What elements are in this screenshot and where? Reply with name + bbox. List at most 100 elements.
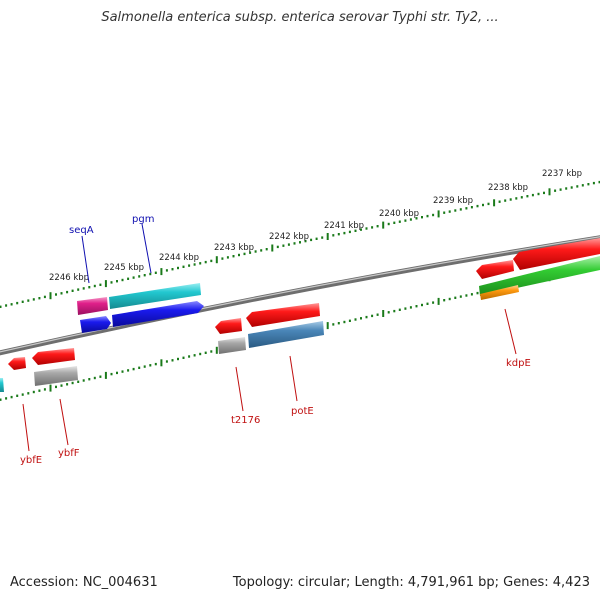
inner-minor-tick [210, 350, 213, 353]
inner-minor-tick [66, 383, 69, 386]
inner-minor-tick [132, 367, 135, 371]
scale-label-2239: 2239 kbp [433, 196, 473, 206]
gene-feature-ybfE[interactable] [8, 357, 26, 370]
gene-feature-blue-2[interactable] [112, 301, 204, 327]
inner-minor-tick [360, 317, 362, 320]
leader-ybfF [59, 398, 69, 446]
outer-major-tick [160, 268, 163, 276]
inner-minor-tick [448, 297, 451, 301]
gene-label-ybfF[interactable]: ybfF [58, 448, 80, 459]
inner-minor-tick [459, 295, 462, 298]
inner-minor-tick [16, 394, 19, 397]
outer-minor-tick [371, 226, 374, 229]
inner-minor-tick [55, 385, 57, 389]
gene-feature-seqA[interactable] [77, 297, 108, 315]
inner-minor-tick [387, 311, 390, 314]
inner-minor-tick [188, 355, 191, 358]
gene-feature-blue-1[interactable] [80, 316, 111, 333]
leader-potE [289, 355, 298, 402]
outer-minor-tick [581, 184, 584, 187]
inner-minor-tick [171, 359, 174, 362]
outer-major-tick [493, 199, 496, 207]
outer-minor-tick [138, 275, 141, 278]
outer-minor-tick [10, 303, 13, 306]
gene-feature-kdpE[interactable] [476, 260, 514, 279]
outer-minor-tick [387, 222, 390, 226]
inner-major-tick [326, 322, 329, 330]
outer-major-tick [271, 244, 274, 252]
inner-minor-tick [121, 370, 124, 373]
inner-minor-tick [5, 397, 8, 400]
gene-labels: seqA pgm ybfE ybfF t2176 potE kdpE [20, 214, 531, 466]
gene-label-seqA[interactable]: seqA [69, 225, 94, 236]
outer-minor-tick [82, 287, 85, 290]
inner-minor-tick [32, 390, 35, 394]
outer-minor-tick [177, 266, 179, 270]
outer-minor-tick [110, 281, 113, 284]
gene-feature-red-large[interactable] [513, 238, 600, 270]
outer-minor-tick [287, 243, 290, 246]
outer-minor-tick [182, 265, 185, 268]
inner-minor-tick [337, 322, 340, 325]
gene-feature-cyan-edge[interactable] [0, 378, 4, 392]
leader-kdpE [504, 308, 517, 355]
outer-minor-tick [404, 219, 407, 222]
outer-minor-tick [43, 295, 46, 299]
inner-minor-tick [88, 378, 91, 381]
outer-minor-tick [226, 256, 229, 259]
outer-tick-ring [0, 180, 600, 308]
outer-major-tick [49, 292, 52, 300]
outer-minor-tick [304, 239, 307, 243]
outer-minor-tick [16, 301, 19, 305]
inner-minor-tick [470, 293, 473, 296]
outer-minor-tick [321, 236, 324, 239]
gene-feature-gray-2[interactable] [218, 337, 246, 354]
outer-minor-tick [238, 253, 240, 257]
outer-minor-tick [337, 233, 340, 236]
gene-feature-green[interactable] [479, 256, 600, 296]
outer-minor-tick [587, 183, 590, 186]
outer-minor-tick [376, 225, 379, 228]
outer-minor-tick [204, 260, 207, 264]
gene-label-ybfE[interactable]: ybfE [20, 455, 42, 466]
inner-minor-tick [371, 314, 374, 318]
gene-feature-potE[interactable] [246, 303, 320, 327]
gene-feature-gray-1[interactable] [34, 366, 78, 386]
inner-minor-tick [409, 306, 412, 309]
inner-minor-tick [82, 379, 85, 382]
outer-minor-tick [543, 191, 545, 195]
scale-label-2244: 2244 kbp [159, 253, 199, 263]
outer-minor-tick [315, 237, 318, 240]
inner-minor-tick [365, 315, 368, 319]
gene-label-potE[interactable]: potE [291, 406, 314, 417]
outer-minor-tick [132, 276, 135, 279]
outer-minor-tick [398, 220, 401, 223]
gene-label-pgm[interactable]: pgm [132, 214, 154, 225]
inner-major-tick [160, 359, 163, 367]
outer-minor-tick [393, 221, 396, 224]
outer-minor-tick [465, 207, 468, 210]
gene-label-kdpE[interactable]: kdpE [506, 358, 531, 369]
scale-labels: 2246 kbp 2245 kbp 2244 kbp 2243 kbp 2242… [49, 169, 582, 283]
outer-minor-tick [116, 280, 118, 283]
outer-minor-tick [232, 255, 235, 258]
gene-feature-t2176[interactable] [215, 318, 242, 334]
inner-minor-tick [154, 362, 157, 366]
outer-minor-tick [509, 198, 512, 201]
outer-major-tick [326, 233, 329, 240]
inner-major-tick [49, 384, 52, 392]
inner-minor-tick [149, 364, 152, 367]
gene-feature-steelblue[interactable] [248, 321, 324, 348]
gene-feature-ybfF[interactable] [32, 348, 75, 365]
gene-label-t2176[interactable]: t2176 [231, 415, 260, 426]
outer-minor-tick [409, 218, 412, 221]
label-leaders [22, 223, 517, 452]
outer-minor-tick [415, 217, 418, 220]
outer-minor-tick [565, 187, 568, 190]
outer-minor-tick [498, 200, 501, 203]
outer-minor-tick [343, 231, 346, 235]
outer-minor-tick [570, 186, 573, 189]
gene-feature-orange[interactable] [480, 285, 519, 300]
gene-feature-pgm[interactable] [109, 283, 201, 309]
minus-strand-genes [0, 238, 600, 392]
